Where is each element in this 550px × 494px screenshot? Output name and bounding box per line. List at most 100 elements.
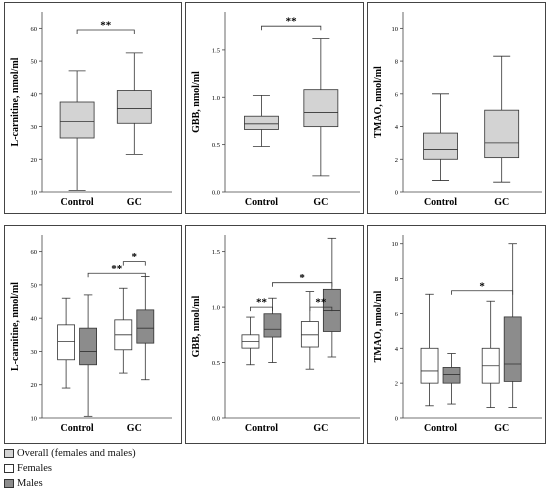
bracket-line <box>87 272 146 278</box>
x-tick-label: Control <box>424 197 457 208</box>
box-iqr <box>300 321 319 348</box>
box-females-gc <box>300 291 319 370</box>
significance-bracket: * <box>122 251 146 266</box>
y-tick-label: 60 <box>31 26 38 33</box>
significance-label: * <box>132 251 138 263</box>
y-axis-label: L-carnitine, nmol/ml <box>10 282 21 371</box>
significance-label: * <box>479 280 485 292</box>
box-females-gc <box>114 287 133 374</box>
y-axis-label: GBB, nmol/ml <box>191 71 202 133</box>
x-tick-label: Control <box>424 423 457 434</box>
x-tick-label: Control <box>245 197 278 208</box>
y-tick-label: 50 <box>31 59 38 66</box>
box-males-gc <box>136 276 155 381</box>
significance-label: ** <box>111 263 123 275</box>
significance-label: * <box>299 272 305 284</box>
y-tick-label: 1.0 <box>212 305 220 312</box>
y-tick-label: 0.0 <box>212 190 220 197</box>
bracket-line <box>261 25 322 31</box>
x-tick-label: GC <box>494 197 509 208</box>
box-males-gc <box>503 243 522 408</box>
box-iqr <box>57 324 75 361</box>
legend-swatch-females <box>4 464 14 473</box>
y-tick-label: 30 <box>31 124 38 131</box>
y-tick-label: 8 <box>395 276 398 283</box>
legend-swatch-males <box>4 479 14 488</box>
y-tick-label: 8 <box>395 59 398 66</box>
box-iqr <box>116 90 152 124</box>
y-tick-label: 6 <box>395 311 399 318</box>
y-tick-label: 0.5 <box>212 142 220 149</box>
significance-label: ** <box>286 16 298 28</box>
box-males-control <box>79 294 97 417</box>
y-tick-label: 2 <box>395 381 398 388</box>
y-tick-label: 20 <box>31 382 38 389</box>
box-iqr <box>442 367 461 384</box>
box-iqr <box>503 316 522 382</box>
y-tick-label: 6 <box>395 91 399 98</box>
box-iqr <box>79 327 97 366</box>
x-tick-label: GC <box>127 423 142 434</box>
box-iqr <box>303 89 339 128</box>
legend-item-overall: Overall (females and males) <box>4 446 136 461</box>
x-tick-label: GC <box>127 197 142 208</box>
y-tick-label: 4 <box>395 124 399 131</box>
x-tick-label: Control <box>245 423 278 434</box>
significance-bracket: ** <box>309 297 333 312</box>
x-tick-label: Control <box>61 423 94 434</box>
y-tick-label: 0.0 <box>212 416 220 423</box>
x-tick-label: Control <box>61 197 94 208</box>
box-females-control <box>241 316 260 366</box>
x-tick-label: GC <box>494 423 509 434</box>
box-overall-gc <box>116 52 152 155</box>
y-tick-label: 0.5 <box>212 360 220 367</box>
legend-label-overall: Overall (females and males) <box>17 448 136 459</box>
y-axis-label: L-carnitine, nmol/ml <box>10 57 21 146</box>
y-axis-label: GBB, nmol/ml <box>191 295 202 357</box>
y-tick-label: 10 <box>392 241 399 248</box>
bracket-line <box>309 306 333 312</box>
box-iqr <box>484 109 520 159</box>
box-iqr <box>420 347 439 384</box>
significance-bracket: * <box>272 272 333 287</box>
y-tick-label: 60 <box>31 249 38 256</box>
y-tick-label: 10 <box>31 416 38 423</box>
y-tick-label: 30 <box>31 349 38 356</box>
bracket-line <box>250 306 273 312</box>
y-tick-label: 40 <box>31 316 38 323</box>
bracket-line <box>451 290 514 295</box>
bracket-line <box>122 261 146 266</box>
box-iqr <box>423 132 458 160</box>
box-females-control <box>57 297 75 389</box>
box-iqr <box>263 313 282 338</box>
chart-panel-3: 0 2 4 6 8 10 TMAO, nmol/ml Control GC <box>367 2 546 214</box>
significance-label: ** <box>315 297 327 309</box>
box-overall-control <box>59 70 95 191</box>
legend-item-females: Females <box>4 461 136 476</box>
significance-bracket: ** <box>76 20 135 34</box>
y-tick-label: 50 <box>31 282 38 289</box>
chart-panel-4: 10 20 30 40 50 60 L-carnitine, nmol/ml Control G… <box>4 225 182 444</box>
bracket-line <box>76 29 135 34</box>
box-overall-control <box>244 94 279 147</box>
y-tick-label: 2 <box>395 157 398 164</box>
y-tick-label: 10 <box>31 190 38 197</box>
y-axis-label: TMAO, nmol/ml <box>373 290 384 362</box>
y-tick-label: 0 <box>395 190 398 197</box>
legend-swatch-overall <box>4 449 14 458</box>
legend-label-males: Males <box>17 478 43 489</box>
box-males-control <box>263 297 282 363</box>
significance-bracket: ** <box>87 263 146 278</box>
box-iqr <box>136 309 155 344</box>
bracket-line <box>272 282 333 287</box>
significance-bracket: ** <box>261 16 322 31</box>
significance-label: ** <box>100 20 112 32</box>
y-tick-label: 1.5 <box>212 249 220 256</box>
box-iqr <box>244 115 279 130</box>
y-tick-label: 20 <box>31 157 38 164</box>
y-tick-label: 4 <box>395 346 399 353</box>
chart-panel-6: 0 2 4 6 8 10 TMAO, nmol/ml Control GC * <box>367 225 546 444</box>
y-tick-label: 40 <box>31 91 38 98</box>
box-overall-control <box>423 93 458 181</box>
